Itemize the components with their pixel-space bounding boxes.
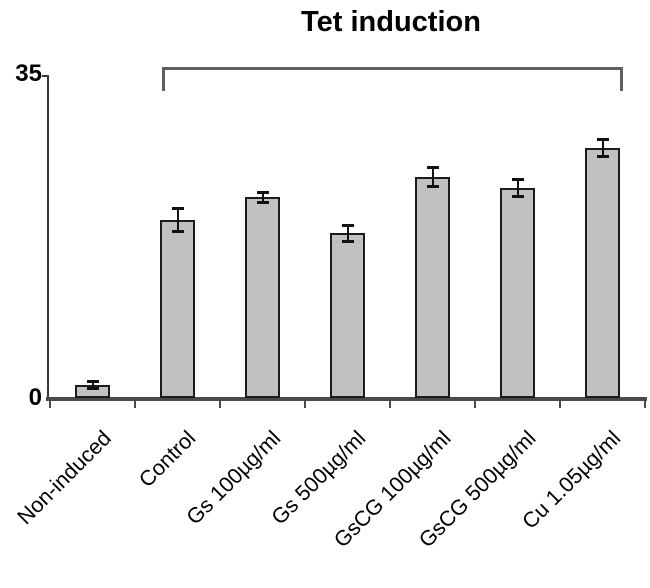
error-bar-top-cap: [256, 190, 269, 194]
y-tick-label: 35: [15, 60, 42, 87]
error-bar-bottom-cap: [86, 386, 99, 390]
error-bar-stem: [261, 191, 264, 203]
error-bar-stem: [346, 224, 349, 242]
error-bar-stem: [516, 178, 519, 198]
y-tick-label: 0: [28, 384, 42, 411]
x-axis-label: Control: [134, 426, 201, 492]
error-bar-top-cap: [511, 177, 524, 181]
error-bar-stem: [91, 381, 94, 389]
error-bar-bottom-cap: [596, 155, 609, 159]
bar: [160, 220, 195, 398]
error-bar-top-cap: [596, 137, 609, 141]
error-bar-bottom-cap: [171, 230, 184, 234]
error-bar-bottom-cap: [511, 195, 524, 199]
x-axis-tick: [219, 401, 221, 408]
error-bar-stem: [431, 166, 434, 187]
error-bar-top-cap: [86, 380, 99, 384]
bar: [585, 148, 620, 398]
error-bar-stem: [176, 208, 179, 233]
y-axis-top-tick: [42, 75, 48, 77]
error-bar-top-cap: [341, 223, 354, 227]
error-bar-top-cap: [426, 165, 439, 169]
error-bar-bottom-cap: [341, 239, 354, 243]
error-bar-bottom-cap: [256, 200, 269, 204]
bar: [415, 176, 450, 398]
bar: [500, 187, 535, 398]
x-axis-tick: [49, 401, 51, 408]
error-bar-top-cap: [171, 207, 184, 211]
error-bar-stem: [601, 138, 604, 158]
y-axis-line: [47, 75, 49, 400]
x-axis-tick: [644, 401, 646, 408]
x-axis-tick: [474, 401, 476, 408]
x-axis-tick: [389, 401, 391, 408]
bar: [330, 233, 365, 398]
chart-title: Tet induction: [301, 6, 481, 38]
x-axis-tick: [559, 401, 561, 408]
x-axis-tick: [134, 401, 136, 408]
error-bar-bottom-cap: [426, 185, 439, 188]
x-axis-line: [46, 397, 647, 401]
x-axis-label: Non-induced: [12, 426, 116, 530]
tet-induction-bracket: [162, 67, 623, 91]
bar: [245, 197, 280, 398]
x-axis-tick: [304, 401, 306, 408]
